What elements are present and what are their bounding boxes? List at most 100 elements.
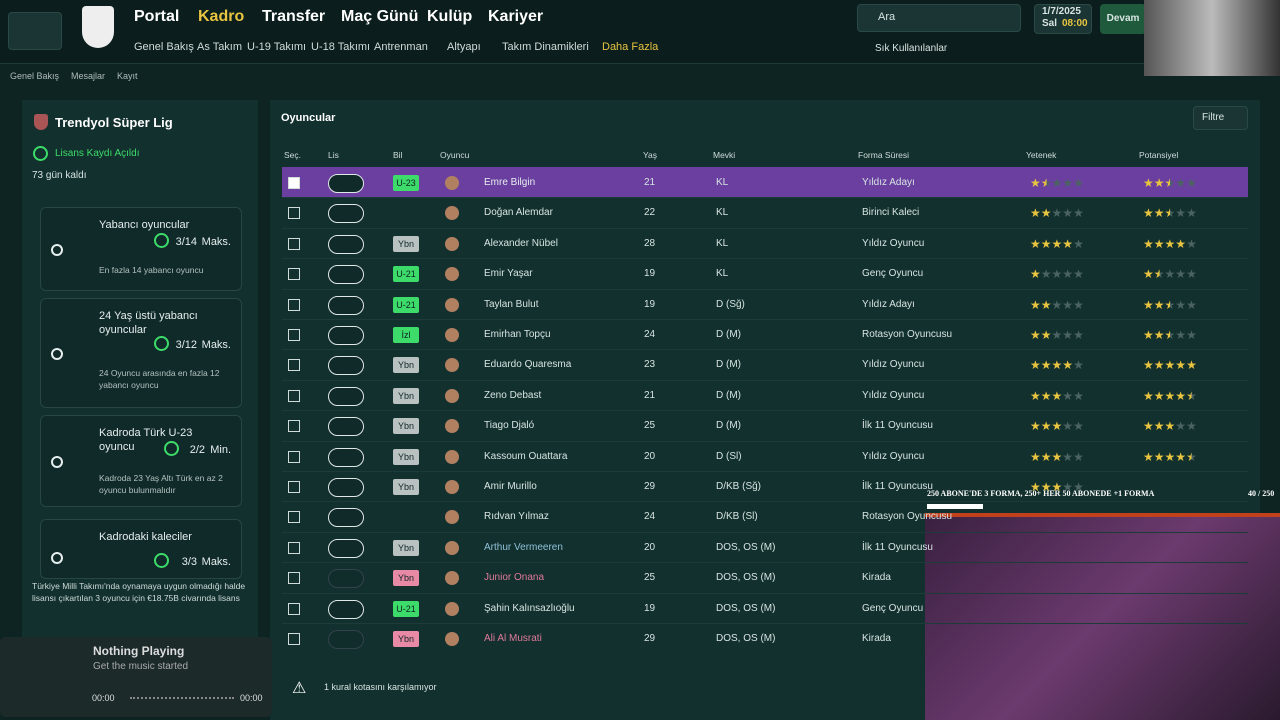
select-checkbox[interactable] xyxy=(288,389,300,402)
license-toggle[interactable] xyxy=(328,326,364,345)
main-menu-item[interactable]: Kulüp xyxy=(427,8,473,25)
main-menu-item[interactable]: Kadro xyxy=(198,8,245,25)
select-checkbox[interactable] xyxy=(288,541,300,554)
sub-menu-item[interactable]: Antrenman xyxy=(374,41,428,53)
favorites[interactable]: Sık Kullanılanlar xyxy=(875,43,948,54)
player-name[interactable]: Amir Murillo xyxy=(484,481,537,492)
star: ★ xyxy=(1073,328,1084,342)
player-row[interactable]: Ybn Eduardo Quaresma 23 D (M) Yıldız Oyuncu ★… xyxy=(282,349,1248,379)
continue-button[interactable]: Devam xyxy=(1100,4,1146,34)
column-header[interactable]: Yetenek xyxy=(1026,150,1057,160)
player-row[interactable]: Ybn Ali Al Musrati 29 DOS, OS (M) Kirada xyxy=(282,623,1248,653)
sub-menu-item[interactable]: Altyapı xyxy=(447,41,481,53)
select-checkbox[interactable] xyxy=(288,359,300,372)
star: ★ xyxy=(1153,449,1165,464)
select-checkbox[interactable] xyxy=(288,420,300,433)
player-row[interactable]: U-21 Şahin Kalınsazlıoğlu 19 DOS, OS (M) Gen… xyxy=(282,592,1248,623)
player-name[interactable]: Junior Onana xyxy=(484,572,545,584)
club-logo[interactable] xyxy=(82,6,114,48)
column-header[interactable]: Forma Süresi xyxy=(858,150,910,160)
license-toggle[interactable] xyxy=(328,417,364,437)
player-row[interactable]: Ybn Tiago Djaló 25 D (M) İlk 11 Oyuncusu ★★★★… xyxy=(282,410,1248,440)
column-header[interactable]: Mevki xyxy=(713,150,736,160)
sub-menu-item[interactable]: Genel Bakış xyxy=(134,41,194,53)
license-toggle[interactable] xyxy=(328,630,364,649)
player-name[interactable]: Zeno Debast xyxy=(484,389,542,401)
player-row[interactable]: Doğan Alemdar 22 KL Birinci Kaleci ★★★★★ ★★★★… xyxy=(282,197,1248,227)
league-name[interactable]: Trendyol Süper Lig xyxy=(55,115,173,130)
sub-menu-item[interactable]: As Takım xyxy=(197,41,243,53)
license-toggle[interactable] xyxy=(328,386,364,406)
history-buttons[interactable] xyxy=(8,12,62,50)
column-header[interactable]: Potansiyel xyxy=(1139,150,1179,160)
license-toggle[interactable] xyxy=(328,599,364,619)
select-checkbox[interactable] xyxy=(288,237,300,250)
filter-button[interactable]: Filtre xyxy=(1193,106,1248,130)
select-checkbox[interactable] xyxy=(288,207,300,220)
player-row[interactable]: Rıdvan Yılmaz 24 D/KB (Sl) Rotasyon Oyuncus… xyxy=(282,501,1248,531)
select-checkbox[interactable] xyxy=(288,572,300,585)
select-checkbox[interactable] xyxy=(288,602,300,615)
select-checkbox[interactable] xyxy=(288,268,300,281)
player-row[interactable]: Ybn Arthur Vermeeren 20 DOS, OS (M) İlk 11 O… xyxy=(282,531,1248,562)
player-name[interactable]: Doğan Alemdar xyxy=(484,207,553,219)
license-toggle[interactable] xyxy=(328,569,364,589)
select-checkbox[interactable] xyxy=(288,298,300,311)
breadcrumb-item[interactable]: Genel Bakış xyxy=(10,71,60,81)
license-toggle[interactable] xyxy=(328,538,364,558)
player-name[interactable]: Ali Al Musrati xyxy=(484,633,542,644)
breadcrumb-item[interactable]: Kayıt xyxy=(117,71,138,81)
license-toggle[interactable] xyxy=(328,204,364,224)
license-toggle[interactable] xyxy=(328,478,364,497)
player-row[interactable]: Ybn Kassoum Ouattara 20 D (Sl) Yıldız Oyuncu… xyxy=(282,440,1248,471)
player-name[interactable]: Tiago Djaló xyxy=(484,420,535,432)
column-header[interactable]: Bil xyxy=(393,150,403,160)
select-checkbox[interactable] xyxy=(288,481,300,493)
select-checkbox[interactable] xyxy=(288,329,300,341)
sub-menu-item[interactable]: Daha Fazla xyxy=(602,41,659,53)
column-header[interactable]: Seç. xyxy=(284,150,302,160)
player-row[interactable]: Ybn Alexander Nübel 28 KL Yıldız Oyuncu ★★★★★… xyxy=(282,227,1248,258)
player-name[interactable]: Alexander Nübel xyxy=(484,237,558,249)
column-header[interactable]: Yaş xyxy=(643,150,658,160)
license-toggle[interactable] xyxy=(328,174,364,193)
player-row[interactable]: U-23 Emre Bilgin 21 KL Yıldız Adayı ★★★★★ ★★★★… xyxy=(282,167,1248,197)
tool-bar[interactable] xyxy=(857,4,1021,32)
player-name[interactable]: Emirhan Topçu xyxy=(484,329,551,340)
player-row[interactable]: İzl Emirhan Topçu 24 D (M) Rotasyon Oyuncusu… xyxy=(282,319,1248,349)
player-name[interactable]: Taylan Bulut xyxy=(484,298,539,310)
main-menu-item[interactable]: Portal xyxy=(134,8,180,25)
player-name[interactable]: Eduardo Quaresma xyxy=(484,359,572,371)
column-header[interactable]: Oyuncu xyxy=(440,150,470,160)
player-row[interactable]: Ybn Junior Onana 25 DOS, OS (M) Kirada xyxy=(282,562,1248,592)
license-toggle[interactable] xyxy=(328,295,364,315)
search[interactable]: Ara xyxy=(878,11,896,23)
sub-menu-item[interactable]: Takım Dinamikleri xyxy=(502,41,589,53)
player-name[interactable]: Şahin Kalınsazlıoğlu xyxy=(484,602,575,614)
breadcrumb-item[interactable]: Mesajlar xyxy=(71,71,106,81)
sub-menu-item[interactable]: U-18 Takımı xyxy=(311,41,371,53)
main-menu-item[interactable]: Maç Günü xyxy=(341,8,419,25)
license-toggle[interactable] xyxy=(328,447,364,467)
player-row[interactable]: U-21 Emir Yaşar 19 KL Genç Oyuncu ★★★★★ ★★★★★ xyxy=(282,258,1248,288)
player-name[interactable]: Arthur Vermeeren xyxy=(484,541,563,553)
license-toggle[interactable] xyxy=(328,234,364,254)
main-menu-item[interactable]: Kariyer xyxy=(488,8,544,25)
select-checkbox[interactable] xyxy=(288,177,300,189)
player-name[interactable]: Rıdvan Yılmaz xyxy=(484,511,549,523)
select-checkbox[interactable] xyxy=(288,511,300,524)
license-toggle[interactable] xyxy=(328,508,364,528)
license-toggle[interactable] xyxy=(328,265,364,285)
player-name[interactable]: Emre Bilgin xyxy=(484,177,536,188)
player-row[interactable]: Ybn Amir Murillo 29 D/KB (Sğ) İlk 11 Oyuncus… xyxy=(282,471,1248,501)
select-checkbox[interactable] xyxy=(288,450,300,463)
main-menu-item[interactable]: Transfer xyxy=(262,8,326,25)
player-row[interactable]: Ybn Zeno Debast 21 D (M) Yıldız Oyuncu ★★★★★ ★… xyxy=(282,379,1248,410)
sub-menu-item[interactable]: U-19 Takımı xyxy=(247,41,307,53)
license-toggle[interactable] xyxy=(328,356,364,376)
player-name[interactable]: Emir Yaşar xyxy=(484,268,533,280)
select-checkbox[interactable] xyxy=(288,633,300,645)
player-row[interactable]: U-21 Taylan Bulut 19 D (Sğ) Yıldız Adayı ★★★★… xyxy=(282,288,1248,319)
column-header[interactable]: Lis xyxy=(328,150,339,160)
player-name[interactable]: Kassoum Ouattara xyxy=(484,450,568,462)
